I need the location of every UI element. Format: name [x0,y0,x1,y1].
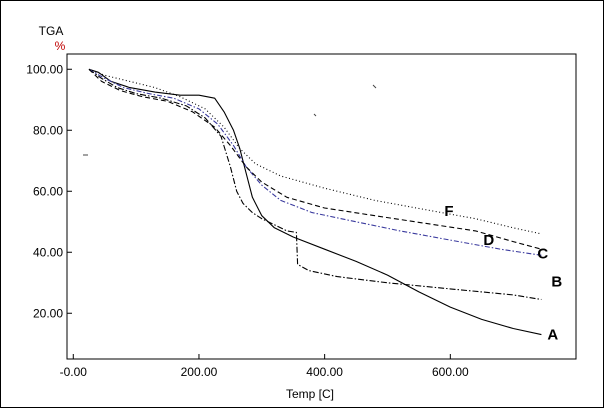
curve-label-b: B [551,274,562,291]
curve-label-a: A [547,327,558,344]
curve-labels-layer: A BC D F [444,203,562,344]
y-tick-label: 40.00 [33,245,63,259]
x-tick-label: 200.00 [181,365,218,379]
plot-area [66,53,577,360]
series-line-a [88,68,542,336]
x-tick-label: -0.00 [60,365,88,379]
curve-label-c: C [537,245,548,262]
curve-label-d: D [483,232,494,249]
x-axis-title: Temp [C] [286,387,334,401]
y-axis-title: TGA [39,24,64,38]
curve-label-f: F [444,203,453,220]
series-line-c [88,68,542,256]
series-line-b [88,68,542,301]
series-line-f [88,68,542,235]
series-layer [88,68,542,336]
ticks-layer: -0.00 200.00 400.00 600.00 20.00 40.00 60.00 80… [26,62,469,379]
series-line-d [88,68,542,250]
x-tick-label: 400.00 [306,365,343,379]
y-axis-unit: % [55,39,66,53]
y-tick-label: 80.00 [33,123,63,137]
scan-specks [83,84,377,156]
y-tick-label: 20.00 [33,306,63,320]
x-tick-label: 600.00 [432,365,469,379]
y-tick-label: 100.00 [26,62,63,76]
y-tick-label: 60.00 [33,184,63,198]
